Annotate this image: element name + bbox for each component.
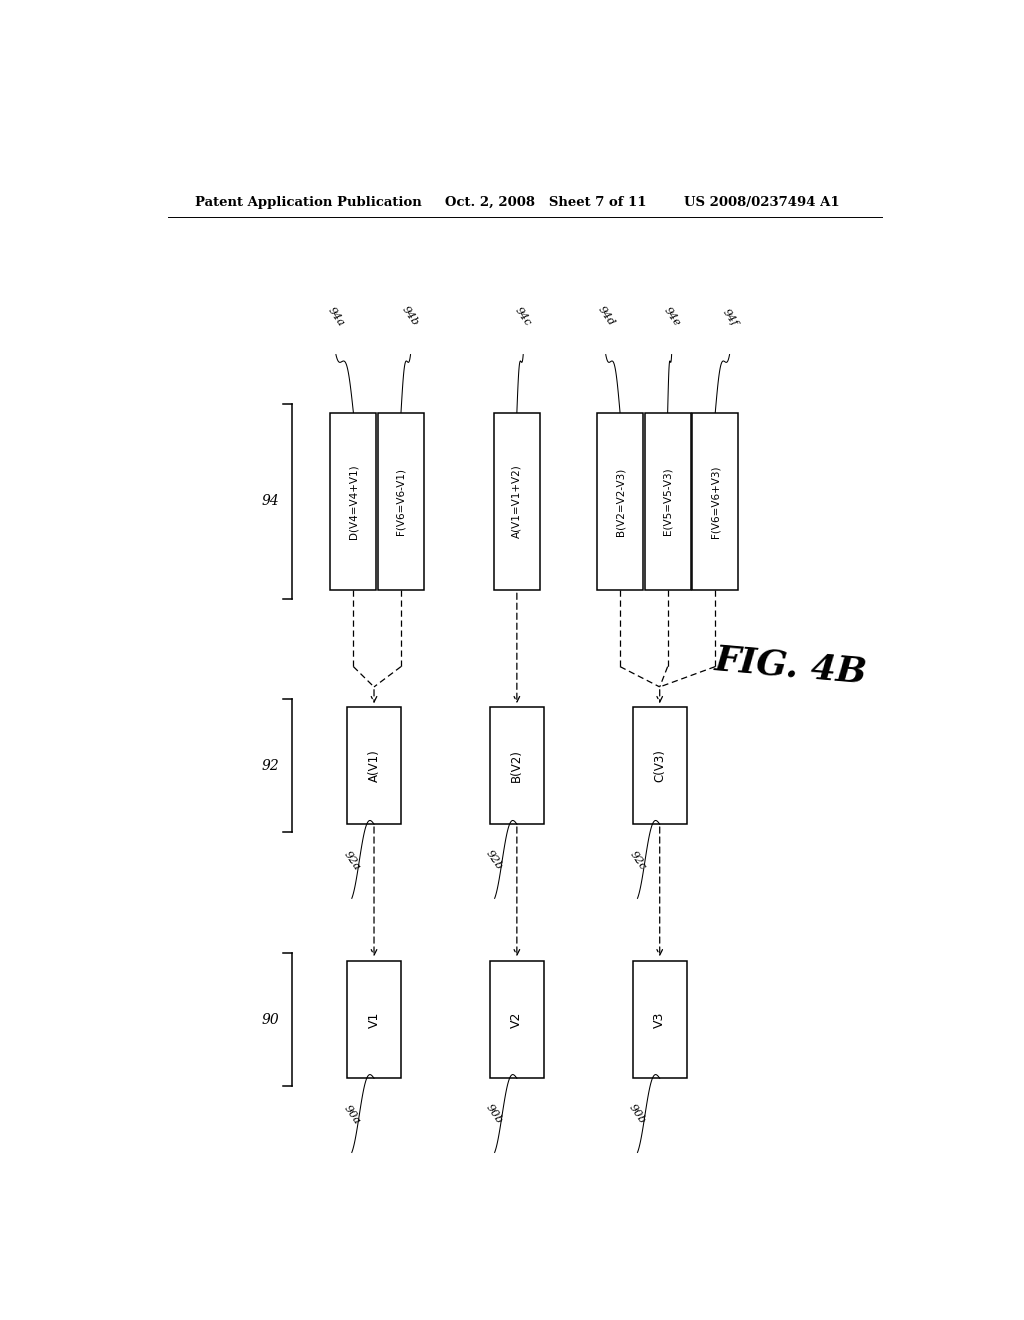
Text: D(V4=V4+V1): D(V4=V4+V1) (348, 465, 358, 539)
Text: 90b: 90b (484, 1102, 505, 1126)
Text: B(V2): B(V2) (510, 750, 523, 783)
Bar (489, 708, 544, 824)
Bar (378, 413, 424, 590)
Text: A(V1): A(V1) (368, 750, 381, 781)
Text: A(V1=V1+V2): A(V1=V1+V2) (512, 465, 522, 539)
Bar (347, 961, 401, 1078)
Text: 94f: 94f (720, 308, 739, 329)
Text: 90a: 90a (342, 1104, 361, 1126)
Text: B(V2=V2-V3): B(V2=V2-V3) (615, 467, 625, 536)
Text: V3: V3 (653, 1011, 667, 1028)
Text: 94a: 94a (326, 305, 346, 329)
Text: US 2008/0237494 A1: US 2008/0237494 A1 (684, 195, 839, 209)
Text: 94: 94 (261, 495, 279, 508)
Text: 94c: 94c (513, 306, 534, 329)
Bar (633, 708, 687, 824)
Text: 90b: 90b (628, 1102, 648, 1126)
Bar (645, 413, 690, 590)
Text: Oct. 2, 2008   Sheet 7 of 11: Oct. 2, 2008 Sheet 7 of 11 (445, 195, 647, 209)
Text: F(V6=V6+V3): F(V6=V6+V3) (711, 465, 720, 537)
Text: 94b: 94b (400, 305, 421, 329)
Text: V2: V2 (510, 1011, 523, 1028)
Text: 94d: 94d (596, 305, 616, 329)
Bar (692, 413, 738, 590)
Text: 92c: 92c (628, 849, 647, 873)
Text: V1: V1 (368, 1011, 381, 1028)
Text: C(V3): C(V3) (653, 750, 667, 783)
Text: 92b: 92b (484, 849, 505, 873)
Text: 92a: 92a (342, 849, 361, 873)
Bar (597, 413, 643, 590)
Text: 90: 90 (261, 1012, 279, 1027)
Text: F(V6=V6-V1): F(V6=V6-V1) (396, 467, 406, 535)
Text: FIG. 4B: FIG. 4B (713, 643, 868, 690)
Bar (347, 708, 401, 824)
Text: E(V5=V5-V3): E(V5=V5-V3) (663, 467, 673, 535)
Bar (494, 413, 540, 590)
Text: Patent Application Publication: Patent Application Publication (196, 195, 422, 209)
Bar (331, 413, 377, 590)
Bar (489, 961, 544, 1078)
Text: 94e: 94e (662, 305, 682, 329)
Text: 92: 92 (261, 759, 279, 772)
Bar (633, 961, 687, 1078)
